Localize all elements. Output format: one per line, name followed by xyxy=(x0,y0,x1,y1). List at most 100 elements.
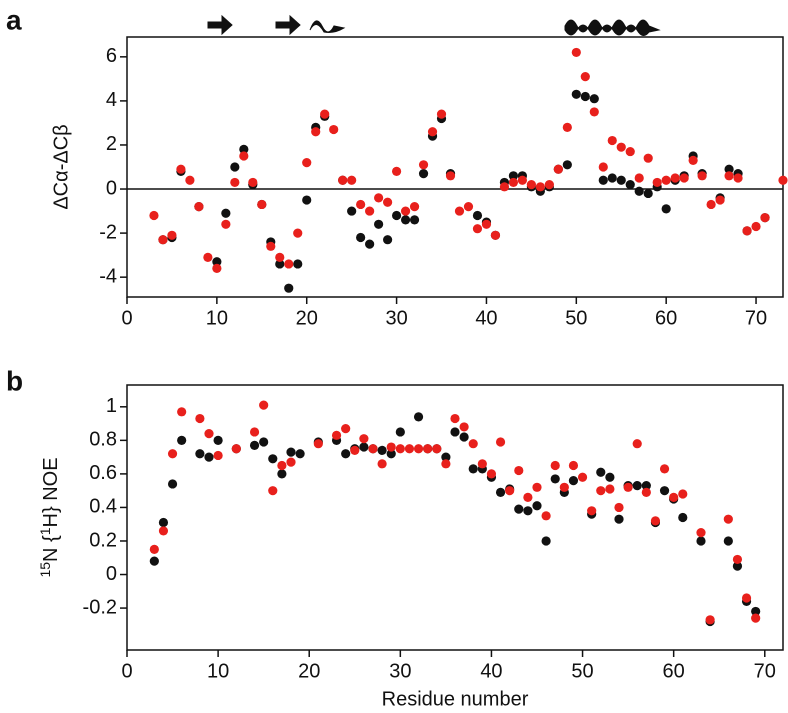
point xyxy=(562,160,572,170)
y-axis-label: 15N {1H} NOE xyxy=(37,457,62,577)
point xyxy=(650,516,661,526)
point xyxy=(614,502,624,513)
point xyxy=(598,175,608,185)
point xyxy=(706,199,716,210)
x-tick-label: 10 xyxy=(206,307,228,329)
y-tick-label: -2 xyxy=(99,221,117,243)
point xyxy=(359,442,369,452)
point xyxy=(605,484,615,494)
point xyxy=(441,459,451,469)
point xyxy=(257,199,267,210)
point xyxy=(634,173,644,183)
strand-arrow xyxy=(275,14,301,36)
helix xyxy=(309,20,346,33)
point xyxy=(158,235,168,245)
point xyxy=(751,613,761,623)
point xyxy=(239,144,249,154)
point xyxy=(295,449,305,459)
point xyxy=(778,175,788,185)
point xyxy=(495,487,506,497)
point xyxy=(715,195,725,205)
point xyxy=(313,439,323,449)
point xyxy=(481,219,492,229)
y-tick-label: 1 xyxy=(106,395,117,417)
point xyxy=(454,206,465,216)
point xyxy=(723,514,733,524)
point xyxy=(204,452,214,462)
point xyxy=(374,193,384,203)
point xyxy=(277,460,287,471)
point xyxy=(212,263,222,273)
point xyxy=(523,492,533,502)
x-tick-label: 10 xyxy=(207,660,229,682)
point xyxy=(472,210,483,221)
point xyxy=(149,544,159,554)
point xyxy=(477,459,487,469)
point xyxy=(423,444,433,454)
point xyxy=(559,482,569,492)
point xyxy=(678,512,688,523)
point xyxy=(149,210,159,221)
point xyxy=(541,536,551,546)
point xyxy=(213,450,223,461)
point xyxy=(275,259,285,269)
x-tick-label: 0 xyxy=(121,307,132,329)
point xyxy=(614,514,624,524)
point xyxy=(535,182,545,192)
point xyxy=(176,164,186,174)
point xyxy=(413,444,424,454)
point xyxy=(418,169,429,179)
point xyxy=(678,489,688,499)
y-axis-label-part: N { xyxy=(40,535,62,562)
point xyxy=(302,195,312,205)
point xyxy=(383,197,393,207)
point xyxy=(468,464,478,474)
point xyxy=(195,449,205,459)
plot-frame xyxy=(126,36,784,298)
point xyxy=(432,444,442,454)
point xyxy=(341,449,351,459)
point xyxy=(732,554,743,565)
point xyxy=(383,235,393,245)
point xyxy=(377,445,387,456)
point xyxy=(391,210,402,221)
secondary-structure xyxy=(207,14,661,36)
point xyxy=(598,162,608,172)
point xyxy=(177,435,187,445)
point xyxy=(249,427,260,437)
strand-arrow xyxy=(207,14,233,36)
point xyxy=(311,127,321,137)
point xyxy=(616,175,626,185)
plot-frame xyxy=(126,384,784,651)
point xyxy=(571,89,581,99)
point xyxy=(732,561,743,571)
point xyxy=(347,206,357,216)
y-tick-label: 2 xyxy=(106,133,117,155)
point xyxy=(532,501,542,511)
point xyxy=(607,173,617,183)
y-axis-label-part: 1 xyxy=(37,527,53,535)
point xyxy=(580,72,590,82)
point xyxy=(377,459,387,469)
x-tick-label: 70 xyxy=(754,660,776,682)
point xyxy=(723,536,733,546)
point xyxy=(436,109,447,119)
x-tick-label: 30 xyxy=(389,660,411,682)
point xyxy=(248,177,258,188)
point xyxy=(320,109,330,119)
point xyxy=(341,424,351,434)
point xyxy=(514,465,524,476)
point xyxy=(268,486,278,496)
point xyxy=(514,504,524,514)
point xyxy=(149,556,159,566)
point xyxy=(409,215,420,225)
y-axis-label-part: H} NOE xyxy=(40,457,62,527)
point xyxy=(350,445,360,456)
point xyxy=(275,252,285,262)
point xyxy=(286,457,296,467)
point xyxy=(230,162,240,172)
point xyxy=(659,464,670,474)
point xyxy=(486,469,497,479)
